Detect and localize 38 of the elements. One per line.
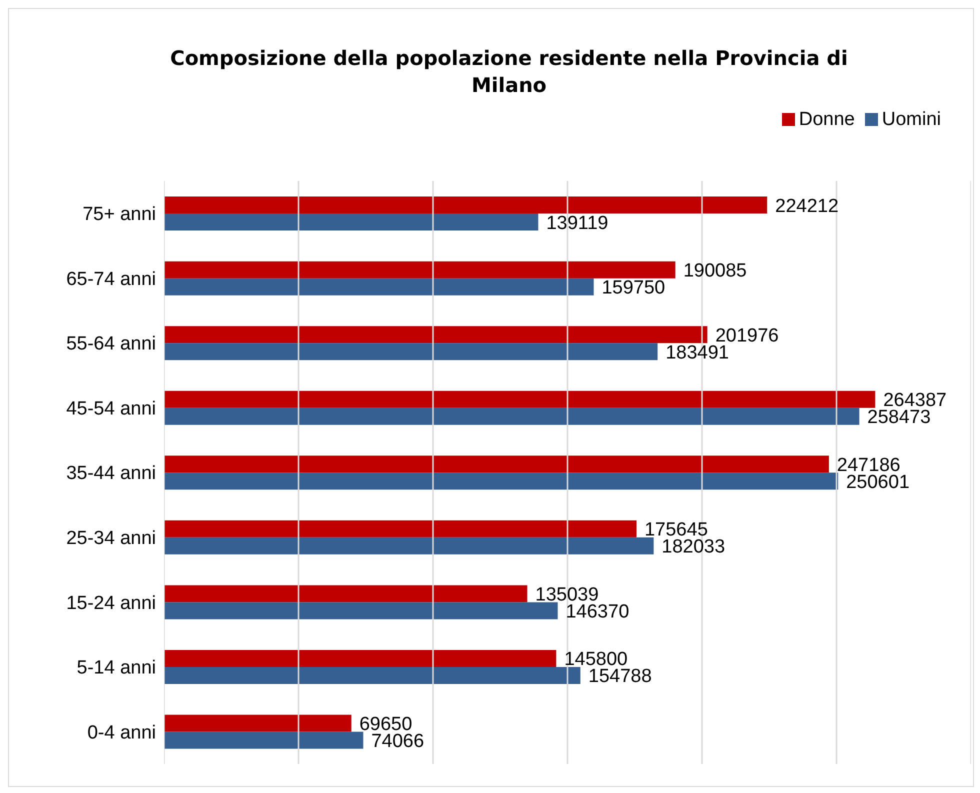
data-label: 74066 xyxy=(371,731,424,752)
y-tick-label: 0-4 anni xyxy=(87,722,156,744)
y-tick-label: 35-44 anni xyxy=(66,463,156,484)
data-label: 224212 xyxy=(775,196,839,217)
bar xyxy=(164,214,538,231)
legend-label: Donne xyxy=(798,109,855,130)
data-label: 258473 xyxy=(867,407,931,428)
bar xyxy=(164,408,860,425)
bar xyxy=(164,472,838,490)
data-label: 139119 xyxy=(546,212,608,234)
y-tick-label: 15-24 anni xyxy=(66,592,156,614)
data-label: 159750 xyxy=(602,278,666,299)
bar xyxy=(164,602,558,620)
bar xyxy=(164,196,768,214)
bar xyxy=(164,326,708,344)
bar xyxy=(164,278,594,296)
bar xyxy=(164,537,654,554)
bar xyxy=(164,650,556,667)
y-tick-label: 55-64 anni xyxy=(66,334,156,355)
bar xyxy=(164,732,364,749)
y-tick-label: 45-54 anni xyxy=(66,398,156,420)
y-tick-label: 75+ anni xyxy=(82,204,156,226)
legend-label: Uomini xyxy=(882,109,941,130)
y-tick-label: 65-74 anni xyxy=(66,268,156,290)
data-label: 182033 xyxy=(662,536,726,558)
y-tick-label: 25-34 anni xyxy=(66,528,156,550)
bar xyxy=(164,343,658,360)
bar xyxy=(164,456,829,473)
bar xyxy=(164,714,352,732)
bar xyxy=(164,585,528,602)
bar xyxy=(164,666,580,684)
bar xyxy=(164,520,636,538)
bar xyxy=(164,261,676,278)
data-label: 154788 xyxy=(588,666,652,688)
data-label: 190085 xyxy=(683,260,747,282)
y-tick-label: 5-14 anni xyxy=(76,658,156,679)
bar xyxy=(164,390,876,408)
chart-title: Composizione della popolazione residente nella Provincia di Milano xyxy=(169,45,849,99)
